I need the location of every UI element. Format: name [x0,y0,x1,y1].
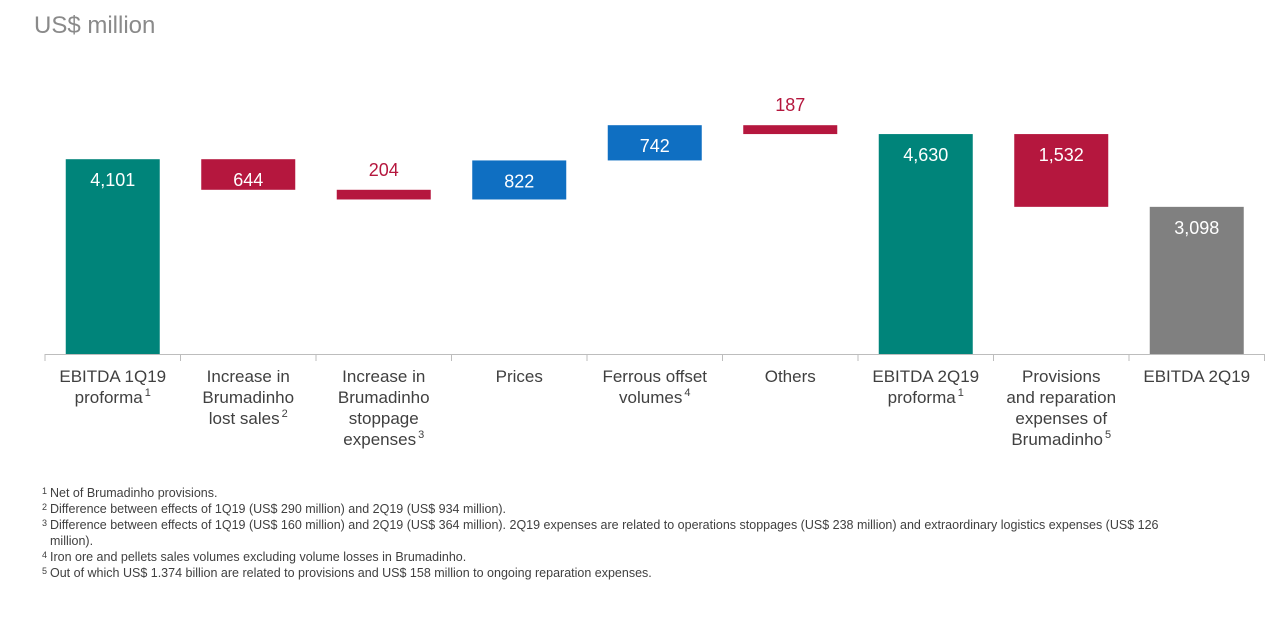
data-label: 204 [369,160,399,180]
footnotes: 1 Net of Brumadinho provisions. 2 Differ… [42,485,1162,581]
footnote-number: 2 [42,502,48,512]
footnote-text: Net of Brumadinho provisions. [50,486,218,500]
footnote: 1 Net of Brumadinho provisions. [42,485,1162,501]
category-label: EBITDA 2Q19 proforma 1 [872,367,980,407]
category-label: Prices [495,367,543,386]
category-label: Increase in Brumadinho lost sales 2 [202,367,295,428]
bar-others [743,125,838,135]
bar-provisions-and-reparation-expenses-of-brumadinho [1014,134,1109,207]
bar-ebitda-1q19-proforma [65,159,160,354]
footnote: 3 Difference between effects of 1Q19 (US… [42,517,1162,549]
category-label: Increase in Brumadinho stoppage expenses 3 [337,367,430,449]
bar-ferrous-offset-volumes [607,125,702,161]
bar-prices [472,160,567,200]
waterfall-chart: 4,101 644 204 822 742 187 4,630 1,532 3,098 [44,95,1265,361]
footnote-text: Iron ore and pellets sales volumes exclu… [50,550,467,564]
footnote: 2 Difference between effects of 1Q19 (US… [42,501,1162,517]
category-label: Others [764,367,816,386]
footnote-number: 5 [42,566,48,576]
footnote-text: Difference between effects of 1Q19 (US$ … [50,518,1159,548]
footnote: 4 Iron ore and pellets sales volumes exc… [42,549,1162,565]
data-label: 187 [775,95,805,115]
data-label: 4,101 [90,170,135,190]
footnote-number: 3 [42,518,48,528]
category-label: EBITDA 1Q19 proforma 1 [59,367,167,407]
data-label: 4,630 [903,145,948,165]
footnote: 5 Out of which US$ 1.374 billion are rel… [42,565,1162,581]
bar-ebitda-2q19 [1149,206,1244,354]
footnote-number: 4 [42,550,48,560]
footnote-number: 1 [42,486,48,496]
data-label: 3,098 [1174,218,1219,238]
data-label: 822 [504,171,534,191]
category-label: Provisions and reparation expenses of Bruma… [1006,367,1117,449]
bar-increase-in-brumadinho-stoppage-expenses [336,189,431,200]
data-label: 742 [640,136,670,156]
footnote-text: Out of which US$ 1.374 billion are relat… [50,566,652,580]
category-label: EBITDA 2Q19 [1143,367,1251,386]
chart-unit-title: US$ million [34,12,156,39]
category-label: Ferrous offset volumes 4 [602,367,708,407]
bar-increase-in-brumadinho-lost-sales [201,159,296,190]
data-label: 1,532 [1039,145,1084,165]
data-label: 644 [233,170,263,190]
bar-ebitda-2q19-proforma [878,134,973,354]
footnote-text: Difference between effects of 1Q19 (US$ … [50,502,507,516]
